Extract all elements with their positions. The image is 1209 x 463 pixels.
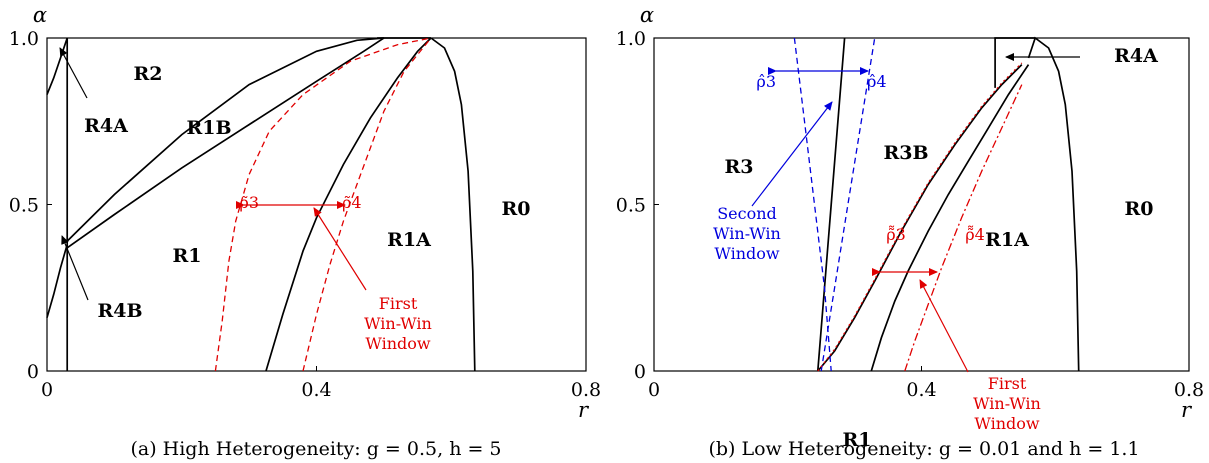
annotation-label: Win-Win <box>364 314 432 333</box>
boundary-line <box>1027 36 1080 372</box>
boundary-line <box>816 37 846 372</box>
annotation-label: Window <box>365 334 430 353</box>
y-tick-label: 1.0 <box>616 28 646 50</box>
region-label: R3 <box>724 156 753 178</box>
annotation-label: ρ̂4 <box>867 72 887 91</box>
boundary-line <box>817 63 1023 372</box>
series-line-ρ̂3 <box>793 37 832 372</box>
region-label: R1 <box>842 429 871 451</box>
series-line-ρ̃4 <box>302 37 432 372</box>
x-tick-label: 0.8 <box>571 379 601 401</box>
x-tick-label: 0.4 <box>906 379 936 401</box>
y-tick-label: 0 <box>634 361 646 383</box>
y-tick-label: 0.5 <box>616 195 646 217</box>
annotation-label: Win-Win <box>713 224 781 243</box>
annotation-label: Second <box>717 204 777 223</box>
y-tick-label: 0.5 <box>9 195 39 217</box>
boundary-line <box>66 37 384 242</box>
region-label: R3B <box>883 142 928 164</box>
region-label: R4A <box>1114 45 1158 67</box>
region-label: R0 <box>1124 198 1153 220</box>
series-line-ρ̃̃4 <box>904 84 1023 372</box>
annotation-label: Win-Win <box>973 394 1041 413</box>
x-tick-label: 0 <box>648 379 660 401</box>
pointer-arrow-window <box>919 279 969 373</box>
annotation-label: ρ̃3 <box>239 193 259 212</box>
x-tick-label: 0 <box>41 379 53 401</box>
panel-caption: (b) Low Heterogeneity: g = 0.01 and h = … <box>708 438 1139 460</box>
pointer-arrow-r4a <box>59 47 88 99</box>
boundary-line <box>46 244 69 318</box>
annotation-label: ρ̂3 <box>756 72 776 91</box>
x-tick-label: 0.8 <box>1174 379 1204 401</box>
boundary-line <box>430 37 476 372</box>
annotation-label: First <box>988 374 1027 393</box>
pointer-arrow-window <box>313 207 367 291</box>
y-axis-label: α <box>640 3 654 27</box>
series-line-ρ̃̃3 <box>817 62 1023 372</box>
region-label: R4A <box>84 115 128 137</box>
series-line-ρ̃3 <box>214 37 432 372</box>
boundary-line <box>66 37 385 249</box>
boundary-line <box>46 37 69 95</box>
annotation-label: Window <box>974 414 1039 433</box>
region-label: R1 <box>172 245 201 267</box>
annotation-label: Window <box>714 244 779 263</box>
x-tick-label: 0.4 <box>301 379 331 401</box>
boundary-line <box>265 37 432 372</box>
annotation-label: ρ̃4 <box>342 193 362 212</box>
y-axis-label: α <box>33 3 47 27</box>
boundary-line <box>870 64 1030 372</box>
boundary-line <box>994 37 1036 88</box>
region-label: R1B <box>186 117 231 139</box>
annotation-label: ρ̃̃4 <box>965 225 985 244</box>
region-label: R2 <box>133 63 162 85</box>
region-label: R0 <box>501 198 530 220</box>
annotation-label: ρ̃̃3 <box>886 225 906 244</box>
region-label: R1A <box>387 229 431 251</box>
x-axis-label: r <box>578 398 590 422</box>
pointer-arrow-window <box>751 101 833 207</box>
panel-caption: (a) High Heterogeneity: g = 0.5, h = 5 <box>130 438 501 460</box>
series-line-ρ̂4 <box>820 37 876 372</box>
pointer-arrow-r4b <box>61 235 89 301</box>
region-label: R4B <box>97 300 142 322</box>
region-label: R1A <box>985 229 1029 251</box>
y-tick-label: 1.0 <box>9 28 39 50</box>
annotation-label: First <box>379 294 418 313</box>
x-axis-label: r <box>1181 398 1193 422</box>
y-tick-label: 0 <box>27 361 39 383</box>
